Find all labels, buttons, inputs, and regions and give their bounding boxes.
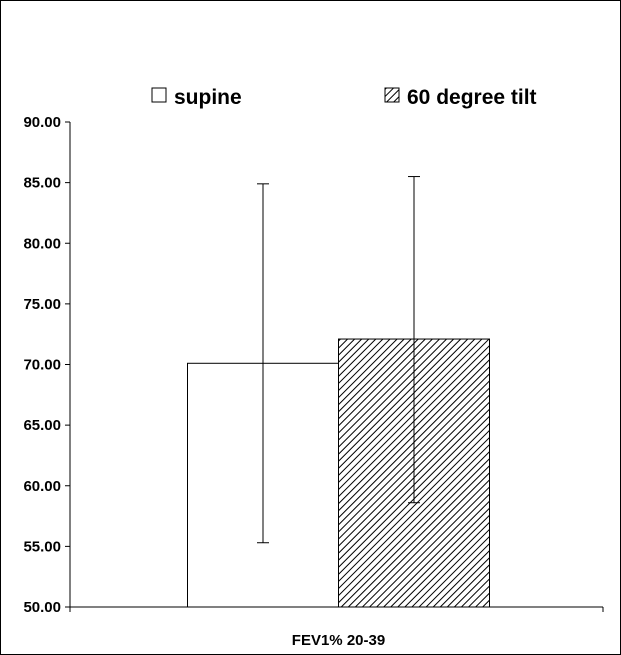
y-tick-label: 85.00 <box>23 175 61 192</box>
y-tick-label: 60.00 <box>23 478 61 495</box>
y-tick-label: 80.00 <box>23 235 61 252</box>
y-tick-label: 65.00 <box>23 417 61 434</box>
y-tick-label: 50.00 <box>23 599 61 616</box>
legend-swatch <box>151 87 167 103</box>
legend-label: supine <box>174 86 242 109</box>
y-tick-label: 75.00 <box>23 296 61 313</box>
y-tick-label: 90.00 <box>23 114 61 131</box>
y-tick-label: 70.00 <box>23 357 61 374</box>
y-tick-label: 55.00 <box>23 538 61 555</box>
x-category-label: FEV1% 20-39 <box>292 632 385 649</box>
legend-swatch <box>384 87 400 103</box>
legend-label: 60 degree tilt <box>407 86 537 109</box>
